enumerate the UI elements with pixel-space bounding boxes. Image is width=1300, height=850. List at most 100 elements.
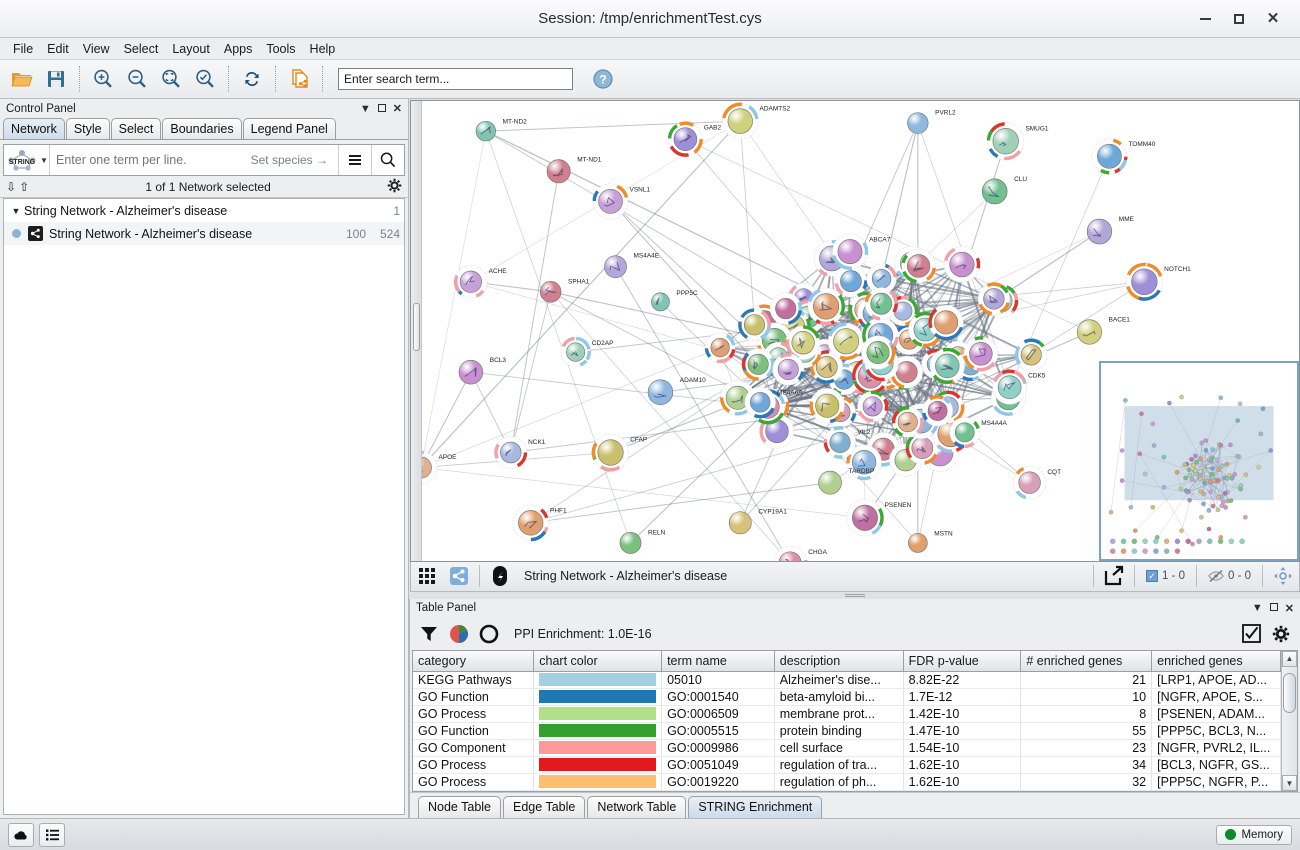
- set-species-link[interactable]: Set species →: [250, 153, 328, 167]
- table-panel-float-icon[interactable]: [1269, 602, 1278, 614]
- chevron-down-icon[interactable]: ▼: [11, 205, 21, 216]
- node-sphere[interactable]: [651, 292, 670, 312]
- scroll-up-button[interactable]: ▲: [1282, 650, 1297, 667]
- menu-layout[interactable]: Layout: [172, 41, 210, 56]
- tab-network[interactable]: Network: [3, 118, 65, 139]
- selected-nodes-chip[interactable]: ✓ 1 - 0: [1139, 570, 1192, 583]
- table-row[interactable]: GO Component GO:0009986 cell surface 1.54E-…: [413, 739, 1281, 757]
- column-header-description[interactable]: description: [774, 650, 904, 672]
- network-node[interactable]: CD2AP: [560, 336, 613, 368]
- annotation-button[interactable]: [485, 563, 515, 589]
- node-sphere[interactable]: [829, 431, 851, 454]
- select-all-button[interactable]: [1238, 621, 1264, 647]
- network-overview-panel[interactable]: [1099, 360, 1299, 561]
- network-node[interactable]: MS4A4E: [604, 253, 660, 279]
- network-node[interactable]: [901, 248, 936, 284]
- node-sphere[interactable]: [1020, 344, 1042, 366]
- table-vertical-scrollbar[interactable]: ▲ ▼: [1281, 650, 1297, 791]
- node-sphere[interactable]: [927, 401, 948, 421]
- minimize-button[interactable]: [1188, 4, 1222, 34]
- task-list-button[interactable]: [39, 822, 65, 847]
- node-sphere[interactable]: [908, 533, 928, 553]
- node-sphere[interactable]: [1018, 471, 1041, 494]
- network-node[interactable]: [892, 406, 924, 438]
- column-header-genes[interactable]: enriched genes: [1151, 650, 1281, 672]
- network-node[interactable]: [769, 292, 803, 325]
- node-sphere[interactable]: [778, 551, 802, 561]
- table-row[interactable]: KEGG Pathways 05010 Alzheimer's dise... 8.8…: [413, 671, 1281, 689]
- zoom-out-button[interactable]: [121, 63, 153, 95]
- node-sphere[interactable]: [907, 112, 929, 134]
- open-session-button[interactable]: [6, 63, 38, 95]
- cloud-status-button[interactable]: [8, 822, 34, 847]
- memory-status-button[interactable]: Memory: [1216, 824, 1292, 845]
- network-node[interactable]: [861, 335, 896, 370]
- string-logo-button[interactable]: STRING ▼: [4, 145, 50, 175]
- column-header-category[interactable]: category: [413, 650, 535, 672]
- network-node[interactable]: [827, 322, 865, 361]
- network-node[interactable]: CQT: [1012, 465, 1061, 500]
- refresh-button[interactable]: [236, 63, 268, 95]
- node-sphere[interactable]: [862, 396, 883, 417]
- tab-network-table[interactable]: Network Table: [587, 796, 687, 818]
- node-sphere[interactable]: [518, 510, 544, 536]
- menu-tools[interactable]: Tools: [266, 41, 296, 56]
- tab-string-enrichment[interactable]: STRING Enrichment: [688, 796, 823, 818]
- network-node[interactable]: MS4A4A: [949, 416, 1008, 449]
- table-row[interactable]: GO Process GO:0019220 regulation of ph... 1…: [413, 773, 1281, 791]
- network-node[interactable]: ABCA7: [832, 233, 891, 270]
- network-node[interactable]: BACE1: [1076, 317, 1130, 345]
- search-input[interactable]: [338, 68, 573, 90]
- network-node[interactable]: MT-ND1: [546, 157, 602, 184]
- table-row[interactable]: GO Process GO:0006509 membrane prot... 1.42…: [413, 705, 1281, 723]
- network-node[interactable]: [741, 348, 775, 381]
- node-sphere[interactable]: [981, 178, 1008, 205]
- node-sphere[interactable]: [997, 375, 1022, 400]
- column-header-fdr[interactable]: FDR p-value: [903, 650, 1022, 672]
- node-sphere[interactable]: [840, 270, 862, 293]
- network-tree-root[interactable]: ▼ String Network - Alzheimer's disease 1: [4, 199, 404, 222]
- network-node[interactable]: [857, 390, 889, 423]
- network-node[interactable]: NCK1: [494, 436, 546, 469]
- node-sphere[interactable]: [775, 298, 797, 320]
- network-node[interactable]: CHGA: [773, 545, 828, 561]
- table-row[interactable]: GO Function GO:0005515 protein binding 1.47…: [413, 722, 1281, 740]
- maximize-button[interactable]: [1222, 4, 1256, 34]
- node-sphere[interactable]: [969, 341, 993, 366]
- network-node[interactable]: [809, 387, 845, 424]
- network-node[interactable]: [866, 263, 897, 295]
- menu-edit[interactable]: Edit: [47, 41, 69, 56]
- network-node[interactable]: MT-ND2: [475, 118, 527, 142]
- control-panel-close-icon[interactable]: ✕: [392, 103, 402, 115]
- node-sphere[interactable]: [954, 422, 975, 443]
- tab-select[interactable]: Select: [110, 118, 162, 139]
- zoom-in-button[interactable]: [87, 63, 119, 95]
- column-header-n_genes[interactable]: # enriched genes: [1020, 650, 1153, 672]
- node-sphere[interactable]: [747, 353, 769, 375]
- control-panel-float-icon[interactable]: [377, 103, 386, 115]
- network-graph[interactable]: MT-ND2 MT-ND1 VSNL1 GAB2 ADAMTS2 PVRL2 SMUG1 TO…: [411, 101, 1299, 561]
- column-header-term_name[interactable]: term name: [661, 650, 775, 672]
- export-image-button[interactable]: [1099, 563, 1129, 589]
- horizontal-splitter[interactable]: [409, 591, 1300, 599]
- network-node[interactable]: [943, 246, 981, 283]
- scrollbar-thumb[interactable]: [1283, 672, 1296, 713]
- tab-edge-table[interactable]: Edge Table: [503, 796, 586, 818]
- column-header-chart_color[interactable]: chart color: [533, 650, 663, 672]
- menu-help[interactable]: Help: [309, 41, 336, 56]
- node-sphere[interactable]: [598, 189, 623, 214]
- network-node[interactable]: MS4A6A: [744, 386, 803, 419]
- pan-tool-button[interactable]: [1268, 563, 1298, 589]
- network-nodes[interactable]: MT-ND2 MT-ND1 VSNL1 GAB2 ADAMTS2 PVRL2 SMUG1 TO…: [411, 102, 1191, 561]
- node-sphere[interactable]: [837, 239, 863, 265]
- string-options-button[interactable]: [338, 145, 371, 175]
- string-term-input[interactable]: [50, 145, 251, 175]
- node-sphere[interactable]: [833, 328, 860, 355]
- collapse-all-icon[interactable]: ⇩: [6, 179, 17, 194]
- node-sphere[interactable]: [727, 108, 753, 134]
- scroll-down-button[interactable]: ▼: [1282, 775, 1297, 791]
- network-node[interactable]: ADAM10: [647, 377, 706, 406]
- table-panel-dropdown-icon[interactable]: ▼: [1251, 602, 1263, 615]
- network-node[interactable]: [738, 308, 771, 341]
- network-node[interactable]: TARDBP: [818, 468, 875, 495]
